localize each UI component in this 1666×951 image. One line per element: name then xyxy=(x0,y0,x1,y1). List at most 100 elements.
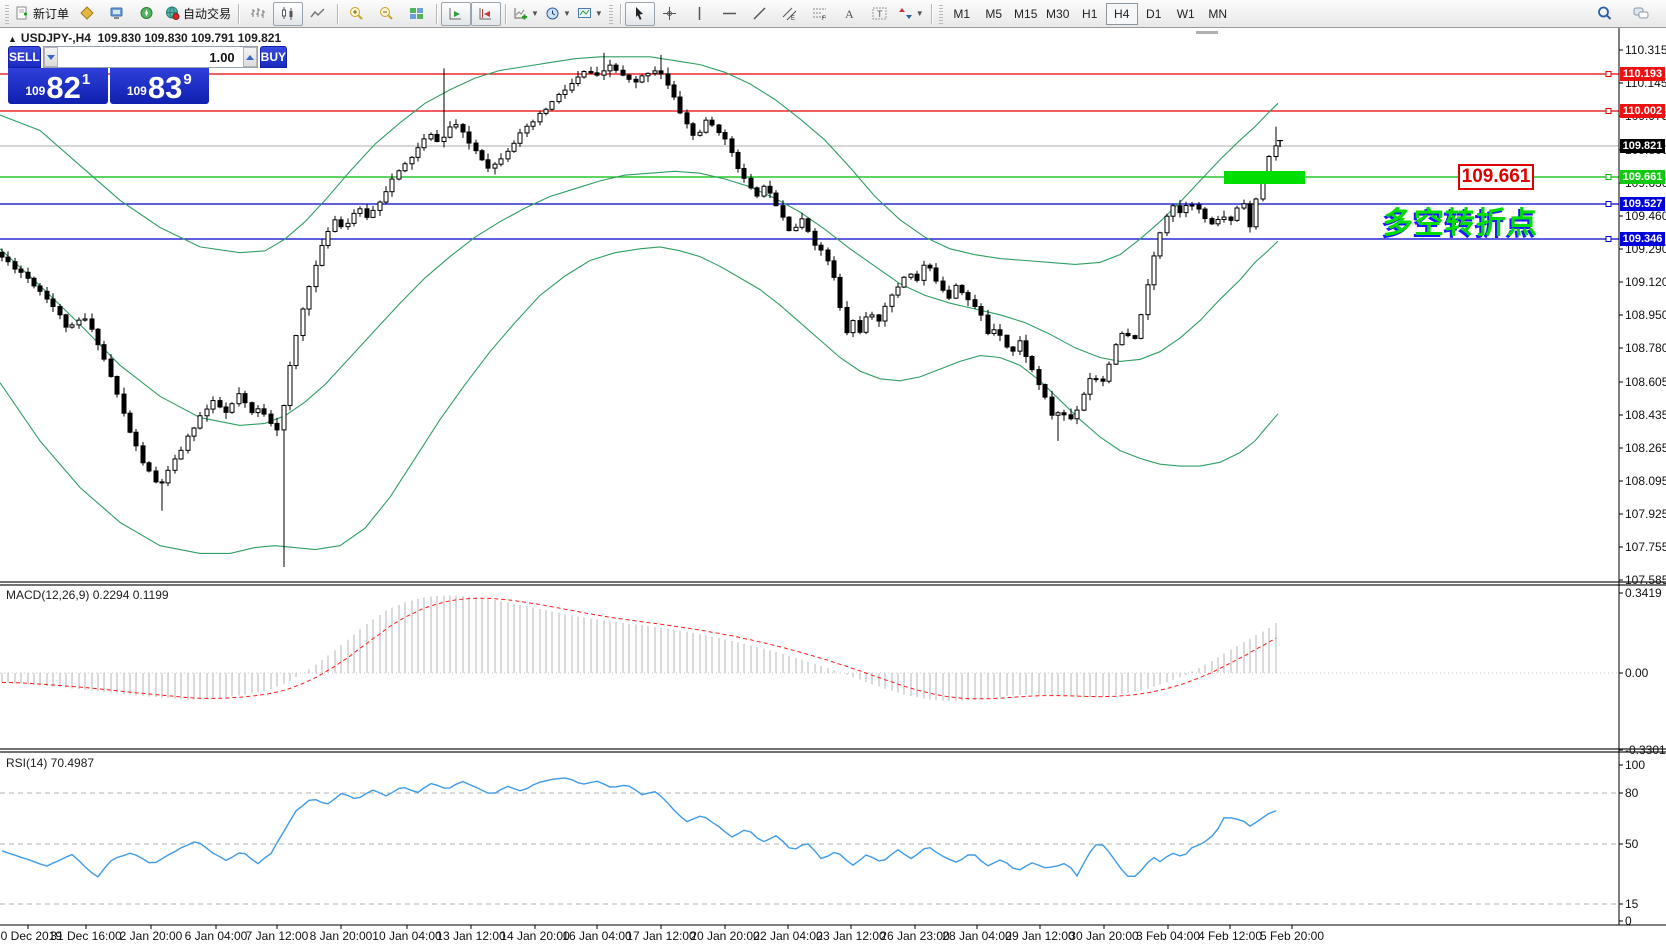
rsi-indicator-label: RSI(14) 70.4987 xyxy=(6,756,95,770)
zoom-out-button[interactable] xyxy=(372,2,402,26)
volume-input[interactable] xyxy=(57,47,243,67)
candle-body xyxy=(773,192,779,207)
cursor-button[interactable] xyxy=(624,1,655,26)
candle-body xyxy=(537,112,543,123)
candle-body xyxy=(1170,205,1176,217)
candle-body xyxy=(844,306,850,334)
candle-body xyxy=(1273,145,1279,158)
text-button[interactable]: A xyxy=(835,2,865,26)
candle-body xyxy=(972,299,978,308)
hline-icon xyxy=(722,12,736,14)
candle-body xyxy=(684,112,690,125)
candle-body xyxy=(319,245,325,266)
bar-chart-button[interactable] xyxy=(243,2,273,26)
candle-body xyxy=(517,132,523,144)
market-watch-button[interactable] xyxy=(102,2,132,26)
candle-body xyxy=(409,156,415,165)
candle-body xyxy=(441,136,447,143)
periods-button[interactable]: ▼ xyxy=(542,2,574,26)
arrows-button[interactable]: ▼ xyxy=(895,2,927,26)
new-chart-button[interactable]: ▼ xyxy=(510,2,542,26)
candle-body xyxy=(57,305,63,316)
timeframe-m15-button[interactable]: M15 xyxy=(1014,6,1038,21)
buy-button[interactable]: BUY xyxy=(259,46,288,68)
candle-body xyxy=(863,316,869,333)
timeframe-m5-button[interactable]: M5 xyxy=(985,6,1003,21)
auto-scroll-button[interactable] xyxy=(441,1,472,26)
linechart-icon xyxy=(310,7,325,17)
candle-body xyxy=(837,276,843,308)
candle-body xyxy=(511,142,517,152)
community-chat-button[interactable] xyxy=(1626,2,1656,26)
symbol-period: USDJPY-,H4 xyxy=(20,31,91,45)
candles-icon xyxy=(282,6,293,20)
candle-body xyxy=(50,298,56,307)
volume-stepper xyxy=(42,46,258,68)
price-tick-label: 108.605 xyxy=(1625,375,1666,389)
volume-up-button[interactable] xyxy=(242,47,257,67)
candle-body xyxy=(556,93,562,103)
candle-body xyxy=(741,168,747,179)
tile-windows-button[interactable] xyxy=(402,2,432,26)
candle-body xyxy=(351,212,357,224)
candle-body xyxy=(793,226,799,232)
horizontal-line-button[interactable] xyxy=(715,2,745,26)
candle-body xyxy=(729,138,735,153)
templates-button[interactable]: ▼ xyxy=(574,2,606,26)
price-tick-label: 110.315 xyxy=(1625,43,1666,57)
chart-profiles-button[interactable] xyxy=(72,2,102,26)
timeframe-m1-button[interactable]: M1 xyxy=(953,6,971,21)
rsi-scale-label: 80 xyxy=(1625,786,1639,800)
vertical-line-button[interactable] xyxy=(685,2,715,26)
timeframe-d1-button[interactable]: D1 xyxy=(1146,6,1162,21)
chart-scrollbar-thumb[interactable] xyxy=(1196,31,1218,34)
timeframe-mn-button[interactable]: MN xyxy=(1208,6,1228,21)
candle-body xyxy=(453,124,459,128)
timeframe-m30-button[interactable]: M30 xyxy=(1046,6,1070,21)
timeframe-h4-button[interactable]: H4 xyxy=(1105,2,1138,25)
auto-trading-button[interactable]: 自动交易 xyxy=(162,2,234,26)
candle-body xyxy=(812,230,818,246)
new-order-button[interactable]: 新订单 xyxy=(12,2,72,26)
candle-body xyxy=(447,126,453,138)
candle-body xyxy=(959,284,965,294)
volume-down-button[interactable] xyxy=(43,47,58,67)
candle-body xyxy=(799,218,805,228)
clock-icon xyxy=(546,7,559,19)
sell-button[interactable]: SELL xyxy=(8,46,41,68)
crosshair-button[interactable] xyxy=(655,2,685,26)
text-label-button[interactable]: T xyxy=(865,2,895,26)
ask-price[interactable]: 109 83 9 xyxy=(109,68,209,104)
timeframe-w1-button[interactable]: W1 xyxy=(1176,6,1195,21)
channel-icon: E xyxy=(782,7,797,22)
bid-price[interactable]: 109 82 1 xyxy=(8,68,108,104)
navigator-button[interactable] xyxy=(132,2,162,26)
dropdown-caret-icon: ▼ xyxy=(915,9,924,18)
candlestick-chart-button[interactable] xyxy=(273,1,304,26)
candle-body xyxy=(479,150,485,161)
candle-body xyxy=(831,260,837,278)
fibonacci-button[interactable]: F xyxy=(805,2,835,26)
candle-body xyxy=(236,393,242,405)
candle-body xyxy=(63,314,69,328)
equidistant-channel-button[interactable]: E xyxy=(775,2,805,26)
candle-body xyxy=(1042,384,1048,398)
candle-body xyxy=(1247,203,1253,228)
candle-body xyxy=(594,72,600,76)
price-tick-label: 107.755 xyxy=(1625,540,1666,554)
candle-body xyxy=(1023,340,1029,358)
collapse-panel-icon[interactable]: ▲ xyxy=(8,34,17,44)
candle-body xyxy=(229,403,235,413)
candle-body xyxy=(690,123,696,136)
price-level-callout[interactable]: 109.661 xyxy=(1458,164,1534,190)
line-chart-button[interactable] xyxy=(303,2,333,26)
chart-shift-button[interactable] xyxy=(471,1,502,26)
ohlc-readout: 109.830 109.830 109.791 109.821 xyxy=(97,31,282,45)
zoom-in-button[interactable] xyxy=(342,2,372,26)
timeframe-h1-button[interactable]: H1 xyxy=(1082,6,1098,21)
trendline-button[interactable] xyxy=(745,2,775,26)
search-button[interactable] xyxy=(1590,2,1620,26)
candle-body xyxy=(268,413,274,424)
